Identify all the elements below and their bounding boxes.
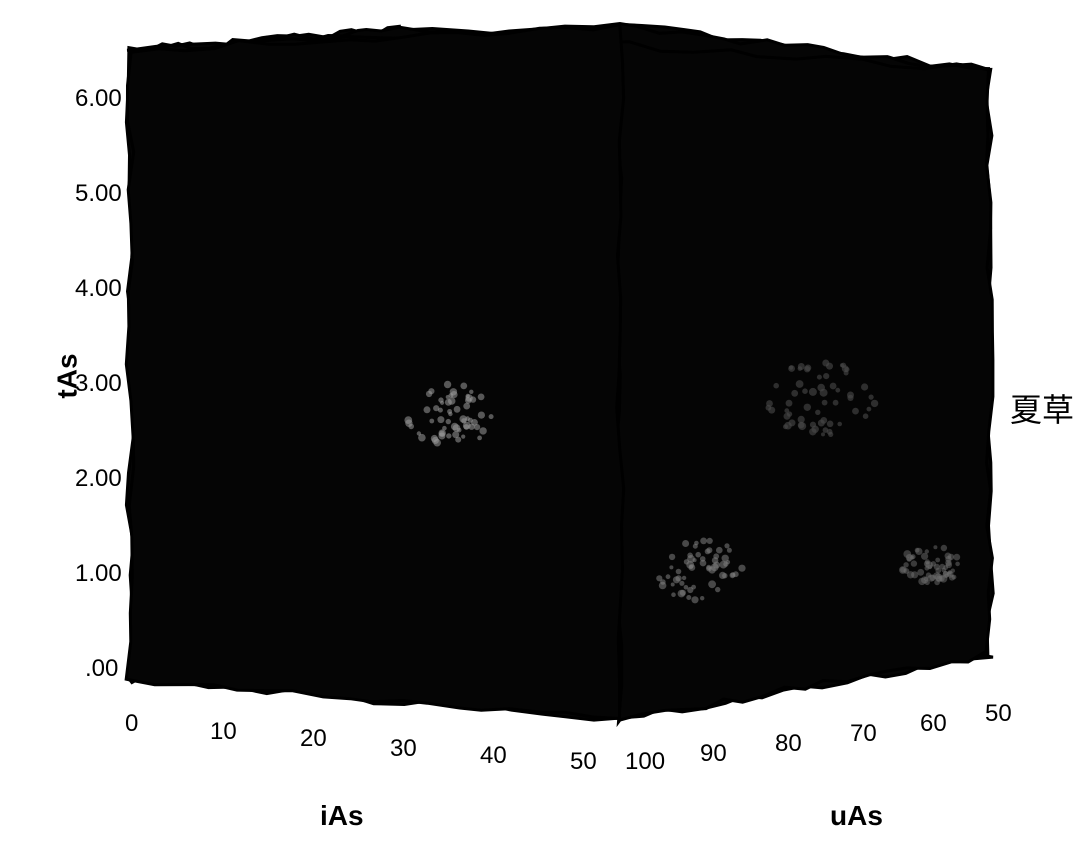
y-axis-label: uAs <box>830 800 883 832</box>
x-tick-0: 0 <box>125 710 138 738</box>
z-tick-4: 2.00 <box>75 465 122 493</box>
x-tick-1: 10 <box>210 718 237 746</box>
z-tick-6: .00 <box>85 655 118 683</box>
x-axis-label: iAs <box>320 800 364 832</box>
y-tick-2: 80 <box>775 730 802 758</box>
z-tick-2: 4.00 <box>75 275 122 303</box>
z-axis-label: tAs <box>52 353 84 398</box>
x-tick-3: 30 <box>390 735 417 763</box>
x-tick-5: 50 <box>570 748 597 776</box>
y-tick-0: 100 <box>625 748 665 776</box>
cluster-annotation: 夏草 <box>1010 385 1074 431</box>
z-tick-0: 6.00 <box>75 85 122 113</box>
y-tick-5: 50 <box>985 700 1012 728</box>
y-tick-3: 70 <box>850 720 877 748</box>
x-tick-4: 40 <box>480 742 507 770</box>
y-tick-4: 60 <box>920 710 947 738</box>
y-tick-1: 90 <box>700 740 727 768</box>
z-tick-1: 5.00 <box>75 180 122 208</box>
z-tick-5: 1.00 <box>75 560 122 588</box>
3d-scatter-plot: 6.00 5.00 4.00 3.00 2.00 1.00 .00 0 10 2… <box>0 0 1091 841</box>
x-tick-2: 20 <box>300 725 327 753</box>
